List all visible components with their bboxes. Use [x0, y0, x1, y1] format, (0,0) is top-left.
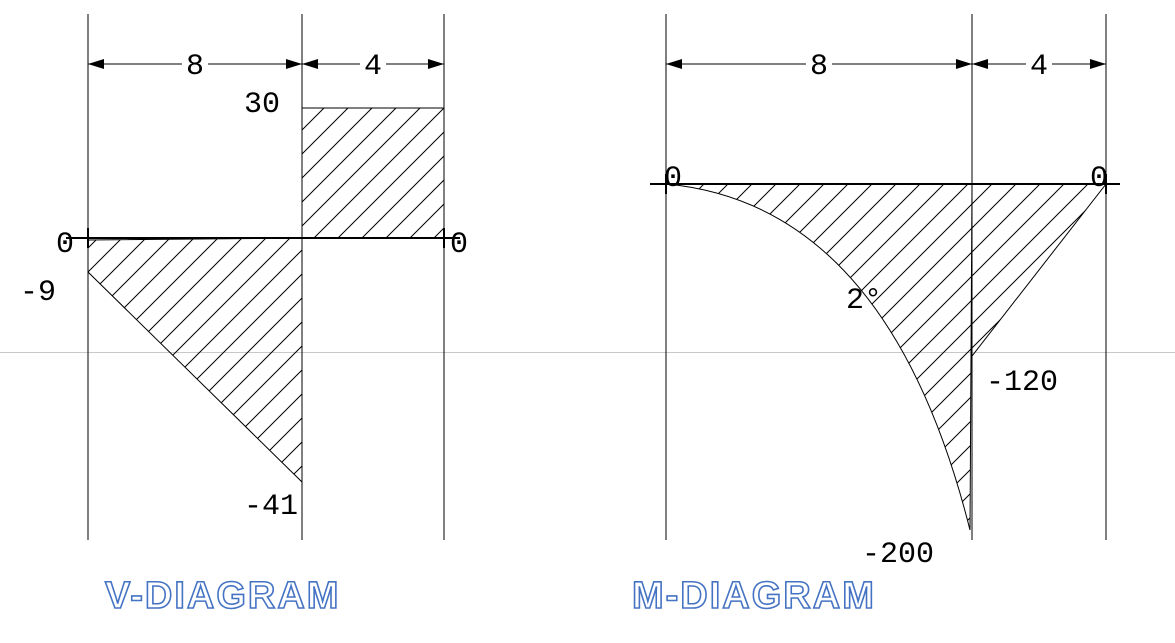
arrow	[666, 59, 682, 69]
arrow	[956, 59, 972, 69]
m-dim-label-2: 4	[1030, 50, 1048, 84]
arrow	[972, 59, 988, 69]
arrow	[1090, 59, 1106, 69]
m-diagram: 8 4 0 0 2° -120 -200	[0, 0, 1175, 643]
m-dim-label-1: 8	[810, 50, 828, 84]
m-val-neg120: -120	[986, 366, 1058, 400]
m-diagram-title: M-DIAGRAM	[632, 575, 876, 618]
v-diagram-title: V-DIAGRAM	[105, 575, 340, 618]
m-val-neg200: -200	[862, 538, 934, 572]
m-val-2deg: 2°	[846, 284, 882, 318]
